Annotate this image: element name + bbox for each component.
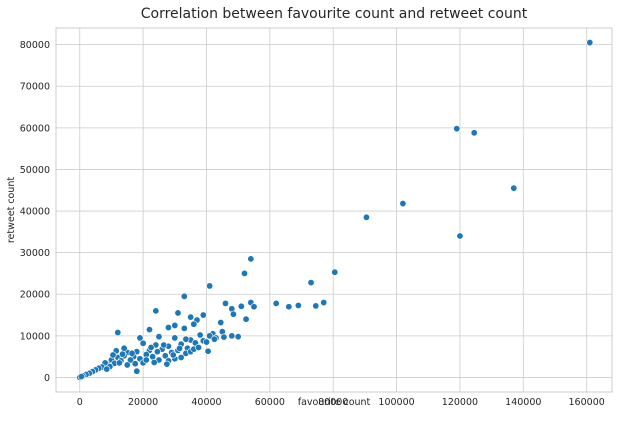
data-point [234,333,242,341]
data-point [242,315,250,323]
data-point [320,299,328,307]
grid-lines [56,28,612,392]
data-point [206,332,214,340]
data-point [145,326,153,334]
data-point [195,343,203,351]
data-point [163,360,171,368]
data-point [221,299,229,307]
x-tick-label: 0 [77,397,83,408]
y-tick-label: 70000 [20,82,50,93]
data-point [470,129,478,137]
data-point [217,319,225,327]
data-point [120,344,128,352]
data-point [176,344,184,352]
y-tick-label: 30000 [20,248,50,259]
x-tick-label: 20000 [128,397,158,408]
data-point [453,125,461,133]
data-point [160,341,168,349]
data-point [294,301,302,309]
x-tick-labels: 0 20000 40000 60000 80000 100000 120000 140000 1… [77,397,605,408]
data-point [152,307,160,315]
data-point [109,351,117,359]
data-point [247,255,255,263]
data-point [510,184,518,192]
x-tick-label: 40000 [191,397,221,408]
data-point [196,331,204,339]
data-point [119,350,127,358]
data-point [155,333,163,341]
data-point [174,309,182,317]
x-tick-label: 60000 [255,397,285,408]
data-point [362,213,370,221]
y-tick-label: 80000 [20,40,50,51]
data-point [204,347,212,355]
y-tick-label: 50000 [20,165,50,176]
y-tick-label: 40000 [20,207,50,218]
data-point [115,359,123,367]
data-point [228,332,236,340]
data-point [399,200,407,208]
data-point [139,339,147,347]
data-point [331,268,339,276]
data-point [131,360,139,368]
data-point [456,232,464,240]
data-point [171,321,179,329]
data-point [250,303,258,311]
data-point [229,310,237,318]
data-point [126,356,134,364]
data-point [307,279,315,287]
data-point [272,299,280,307]
chart-title: Correlation between favourite count and … [141,6,528,22]
data-point [164,324,172,332]
data-point [149,353,157,361]
data-point [114,329,122,337]
data-point [202,338,210,346]
data-point [153,348,161,356]
data-point [586,39,594,47]
data-point [161,352,169,360]
data-point [210,335,218,343]
data-point [237,302,245,310]
data-point [171,334,179,342]
data-point [147,343,155,351]
data-point [150,358,158,366]
y-tick-label: 20000 [20,290,50,301]
data-point [220,333,228,341]
data-point [136,334,144,342]
data-point [199,311,207,319]
data-point [206,282,214,290]
plot-area-border [55,27,613,393]
data-point [182,335,190,343]
y-axis-label: retweet count [6,177,17,244]
data-point [241,269,249,277]
x-tick-label: 140000 [505,397,541,408]
data-point [123,361,131,369]
x-tick-label: 120000 [442,397,478,408]
data-point [103,365,111,373]
data-point [169,351,177,359]
x-axis-label: favourite count [298,397,371,408]
data-point [77,373,85,381]
data-point [180,324,188,332]
data-points [76,39,594,381]
data-point [177,353,185,361]
y-tick-label: 0 [44,373,50,384]
x-tick-label: 160000 [569,397,605,408]
data-point [128,349,136,357]
data-point [190,320,198,328]
y-tick-label: 60000 [20,123,50,134]
data-point [180,292,188,300]
data-point [142,356,150,364]
data-point [133,367,141,375]
data-point [312,302,320,310]
x-tick-label: 100000 [378,397,414,408]
x-tick-label: 80000 [318,397,348,408]
y-tick-label: 10000 [20,331,50,342]
y-tick-labels: 0 10000 20000 30000 40000 50000 60000 70000 8000… [20,40,50,384]
data-point [285,303,293,311]
data-point [187,313,195,321]
